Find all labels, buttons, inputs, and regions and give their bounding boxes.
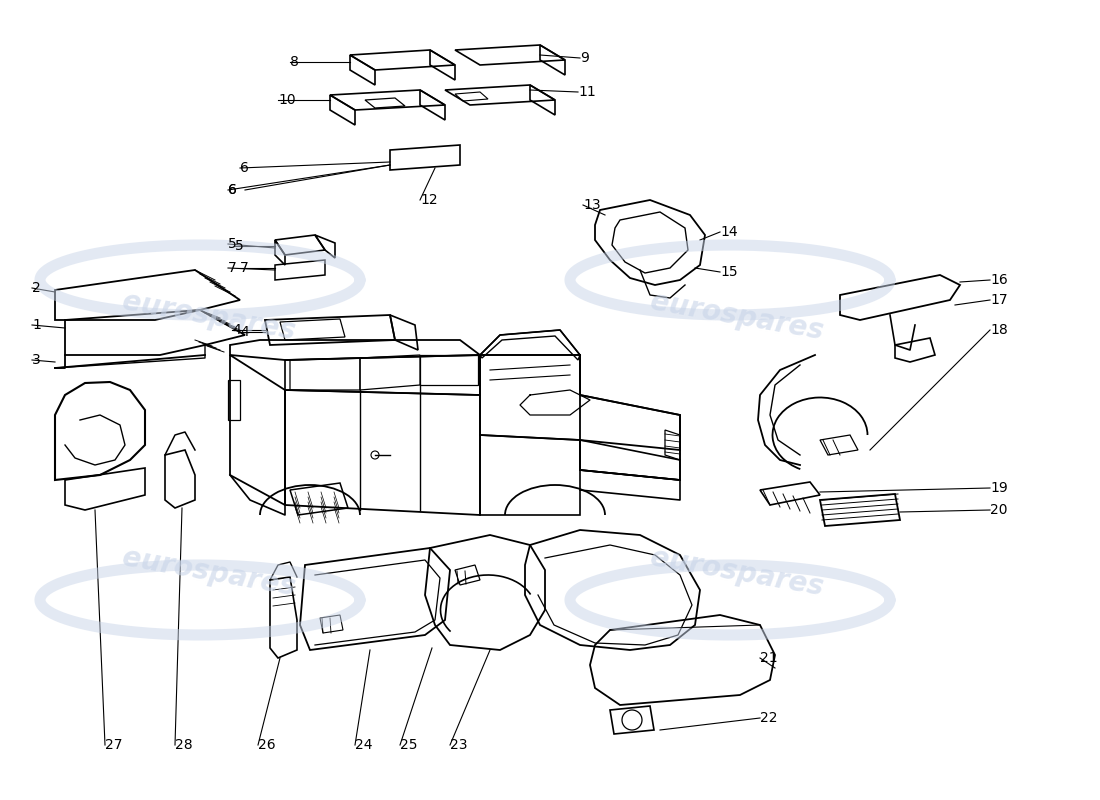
Text: 4: 4 xyxy=(240,325,249,339)
Text: 17: 17 xyxy=(990,293,1008,307)
Text: 8: 8 xyxy=(290,55,299,69)
Text: 16: 16 xyxy=(990,273,1008,287)
Text: eurospares: eurospares xyxy=(120,287,298,345)
Text: 19: 19 xyxy=(990,481,1008,495)
Text: 26: 26 xyxy=(258,738,276,752)
Text: 7: 7 xyxy=(240,261,249,275)
Text: 23: 23 xyxy=(450,738,468,752)
Text: 5: 5 xyxy=(235,239,244,253)
Text: 15: 15 xyxy=(720,265,738,279)
Text: 10: 10 xyxy=(278,93,296,107)
Text: 6: 6 xyxy=(228,183,236,197)
Text: 22: 22 xyxy=(760,711,778,725)
Text: 24: 24 xyxy=(355,738,373,752)
Text: 25: 25 xyxy=(400,738,418,752)
Text: 9: 9 xyxy=(580,51,588,65)
Text: 7: 7 xyxy=(228,261,236,275)
Text: 18: 18 xyxy=(990,323,1008,337)
Text: 11: 11 xyxy=(578,85,596,99)
Text: 12: 12 xyxy=(420,193,438,207)
Text: eurospares: eurospares xyxy=(120,543,298,601)
Text: 4: 4 xyxy=(232,323,241,337)
Text: eurospares: eurospares xyxy=(648,287,826,345)
Text: 2: 2 xyxy=(32,281,41,295)
Text: 5: 5 xyxy=(228,237,236,251)
Text: 20: 20 xyxy=(990,503,1008,517)
Text: 13: 13 xyxy=(583,198,601,212)
Text: eurospares: eurospares xyxy=(648,543,826,601)
Text: 6: 6 xyxy=(240,161,249,175)
Text: 14: 14 xyxy=(720,225,738,239)
Text: 28: 28 xyxy=(175,738,192,752)
Text: 1: 1 xyxy=(32,318,41,332)
Text: 6: 6 xyxy=(228,183,236,197)
Text: 3: 3 xyxy=(32,353,41,367)
Text: 21: 21 xyxy=(760,651,778,665)
Text: 27: 27 xyxy=(104,738,122,752)
